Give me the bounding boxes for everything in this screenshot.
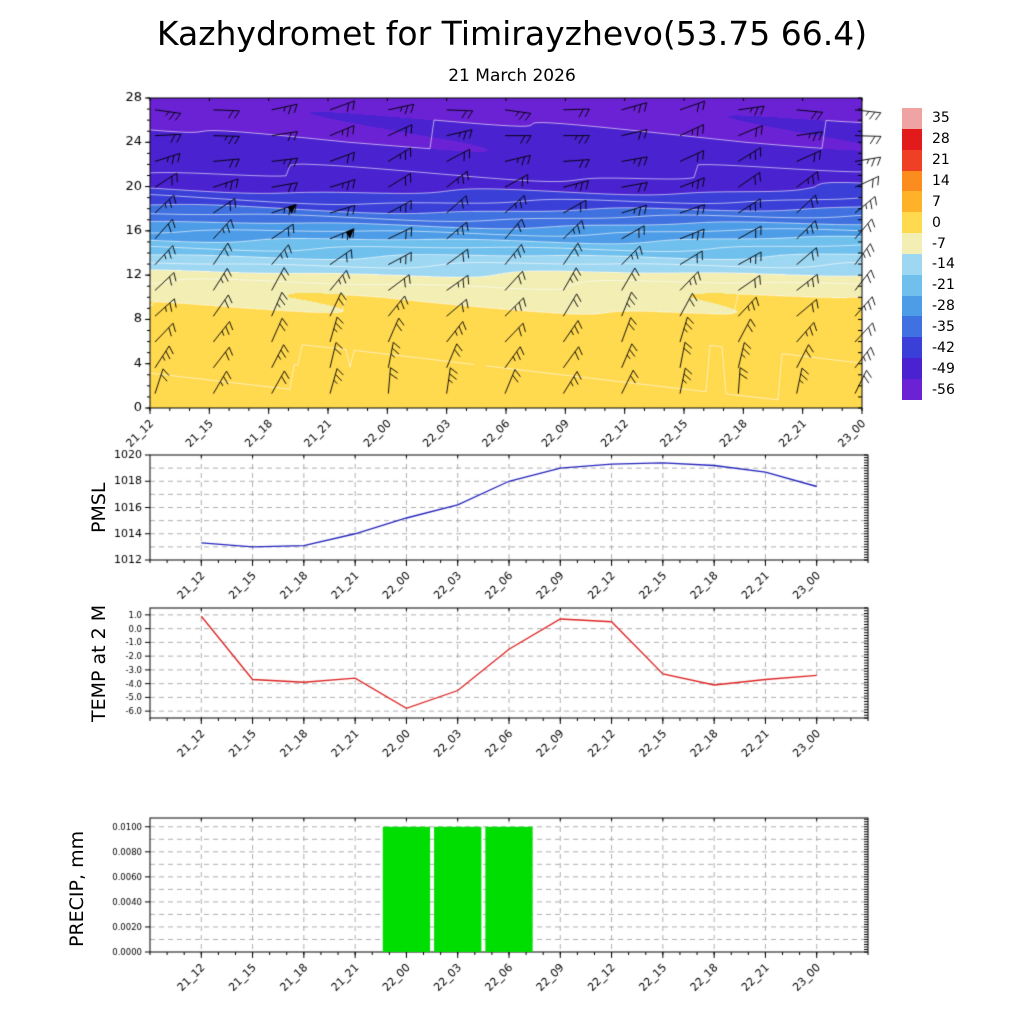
colorbar-tick-label: 28 [932,131,950,148]
colorbar-segment [902,378,922,400]
precip-axis-title: PRECIP, mm [66,830,88,948]
colorbar-tick-label: 7 [932,193,941,210]
page-subtitle: 21 March 2026 [448,66,576,86]
colorbar-segment [902,274,922,296]
colorbar-gradient [902,108,922,400]
colorbar-tick-label: -21 [932,277,955,294]
colorbar-segment [902,316,922,338]
colorbar-tick-label: -7 [932,235,946,252]
page-title: Kazhydromet for Timirayzhevo(53.75 66.4) [156,14,868,53]
colorbar-segment [902,128,922,150]
colorbar-tick-label: 35 [932,110,950,127]
upper-air-panel [100,88,900,460]
colorbar-tick-label: 21 [932,152,950,169]
colorbar-segment [902,149,922,171]
colorbar-tick-label: -35 [932,319,955,335]
colorbar-tick-label: -28 [932,298,955,315]
colorbar-tick-label: -56 [932,381,955,398]
colorbar-segment [902,233,922,254]
colorbar-segment [902,191,922,213]
colorbar-segment [902,253,922,275]
colorbar-segment [902,337,922,359]
colorbar-segment [902,170,922,192]
colorbar-segment [902,295,922,317]
colorbar-labels: 35 28 21 14 7 0 -7 -14 -21 -28 -35 -42 -49 -56 [932,108,984,400]
colorbar-segment [902,358,922,379]
colorbar-segment [902,108,922,129]
colorbar-tick-label: -42 [932,339,955,356]
colorbar-tick-label: -14 [932,256,955,273]
temp-panel [100,600,900,758]
colorbar-tick-label: -49 [932,360,955,377]
colorbar-tick-label: 14 [932,173,950,189]
colorbar-tick-label: 0 [932,214,941,231]
precip-panel [100,810,900,1020]
colorbar-segment [902,212,922,234]
temperature-colorbar: 35 28 21 14 7 0 -7 -14 -21 -28 -35 -42 -49 -56 [900,108,986,400]
pmsl-panel [100,448,900,606]
